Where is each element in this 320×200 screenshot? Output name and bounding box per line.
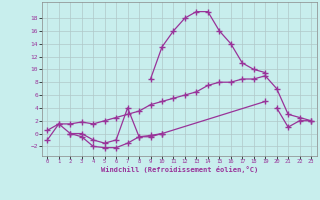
X-axis label: Windchill (Refroidissement éolien,°C): Windchill (Refroidissement éolien,°C) bbox=[100, 166, 258, 173]
